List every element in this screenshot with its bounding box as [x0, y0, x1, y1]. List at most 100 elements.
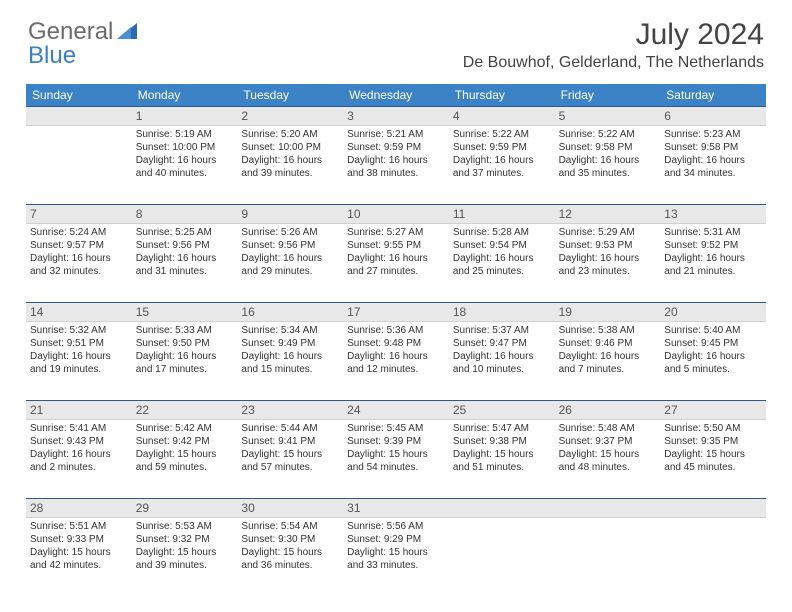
calendar-cell: Sunrise: 5:41 AMSunset: 9:43 PMDaylight:… [26, 420, 132, 498]
day1-text: Daylight: 16 hours [664, 252, 762, 265]
sunset-text: Sunset: 9:37 PM [559, 435, 657, 448]
day1-text: Daylight: 16 hours [559, 154, 657, 167]
sunset-text: Sunset: 9:42 PM [136, 435, 234, 448]
calendar-cell: Sunrise: 5:23 AMSunset: 9:58 PMDaylight:… [660, 126, 766, 204]
day-number: 9 [237, 205, 343, 223]
calendar-cell: Sunrise: 5:32 AMSunset: 9:51 PMDaylight:… [26, 322, 132, 400]
day1-text: Daylight: 15 hours [241, 546, 339, 559]
day-number: 14 [26, 303, 132, 321]
day1-text: Daylight: 16 hours [453, 252, 551, 265]
day2-text: and 45 minutes. [664, 461, 762, 474]
calendar-cell: Sunrise: 5:53 AMSunset: 9:32 PMDaylight:… [132, 518, 238, 596]
calendar-cell: Sunrise: 5:56 AMSunset: 9:29 PMDaylight:… [343, 518, 449, 596]
calendar-cell: Sunrise: 5:19 AMSunset: 10:00 PMDaylight… [132, 126, 238, 204]
sunset-text: Sunset: 9:56 PM [241, 239, 339, 252]
day-number: 12 [555, 205, 661, 223]
calendar-cell: Sunrise: 5:48 AMSunset: 9:37 PMDaylight:… [555, 420, 661, 498]
day-number: 30 [237, 499, 343, 517]
sunset-text: Sunset: 10:00 PM [241, 141, 339, 154]
day1-text: Daylight: 16 hours [347, 350, 445, 363]
sunrise-text: Sunrise: 5:20 AM [241, 128, 339, 141]
day1-text: Daylight: 15 hours [241, 448, 339, 461]
calendar-cell: Sunrise: 5:22 AMSunset: 9:58 PMDaylight:… [555, 126, 661, 204]
daynum-row: 123456 [26, 106, 766, 126]
sunrise-text: Sunrise: 5:51 AM [30, 520, 128, 533]
day1-text: Daylight: 16 hours [136, 350, 234, 363]
sunset-text: Sunset: 9:35 PM [664, 435, 762, 448]
header: General July 2024 De Bouwhof, Gelderland… [0, 0, 792, 78]
day2-text: and 37 minutes. [453, 167, 551, 180]
day2-text: and 19 minutes. [30, 363, 128, 376]
day2-text: and 27 minutes. [347, 265, 445, 278]
sunrise-text: Sunrise: 5:31 AM [664, 226, 762, 239]
day1-text: Daylight: 16 hours [664, 350, 762, 363]
sunrise-text: Sunrise: 5:56 AM [347, 520, 445, 533]
calendar-cell: Sunrise: 5:40 AMSunset: 9:45 PMDaylight:… [660, 322, 766, 400]
day2-text: and 34 minutes. [664, 167, 762, 180]
calendar-cell: Sunrise: 5:21 AMSunset: 9:59 PMDaylight:… [343, 126, 449, 204]
day2-text: and 25 minutes. [453, 265, 551, 278]
day-number: 4 [449, 107, 555, 125]
sunset-text: Sunset: 9:59 PM [347, 141, 445, 154]
calendar-cell: Sunrise: 5:36 AMSunset: 9:48 PMDaylight:… [343, 322, 449, 400]
day2-text: and 57 minutes. [241, 461, 339, 474]
day-number: 29 [132, 499, 238, 517]
logo-text-blue: Blue [28, 42, 76, 69]
sunset-text: Sunset: 9:56 PM [136, 239, 234, 252]
sunset-text: Sunset: 9:59 PM [453, 141, 551, 154]
sunset-text: Sunset: 9:38 PM [453, 435, 551, 448]
sunrise-text: Sunrise: 5:33 AM [136, 324, 234, 337]
calendar-cell: Sunrise: 5:45 AMSunset: 9:39 PMDaylight:… [343, 420, 449, 498]
day-number: 8 [132, 205, 238, 223]
day-header-thu: Thursday [449, 84, 555, 106]
day-number: 15 [132, 303, 238, 321]
day-number [555, 499, 661, 517]
day1-text: Daylight: 15 hours [30, 546, 128, 559]
daynum-row: 78910111213 [26, 204, 766, 224]
sunrise-text: Sunrise: 5:22 AM [559, 128, 657, 141]
calendar-cell: Sunrise: 5:44 AMSunset: 9:41 PMDaylight:… [237, 420, 343, 498]
daynum-row: 14151617181920 [26, 302, 766, 322]
day1-text: Daylight: 15 hours [136, 546, 234, 559]
sunrise-text: Sunrise: 5:42 AM [136, 422, 234, 435]
day1-text: Daylight: 16 hours [347, 252, 445, 265]
day-number: 2 [237, 107, 343, 125]
location-text: De Bouwhof, Gelderland, The Netherlands [463, 54, 764, 72]
daynum-row: 28293031 [26, 498, 766, 518]
day-header-sat: Saturday [660, 84, 766, 106]
calendar-cell: Sunrise: 5:54 AMSunset: 9:30 PMDaylight:… [237, 518, 343, 596]
day2-text: and 48 minutes. [559, 461, 657, 474]
day-number: 6 [660, 107, 766, 125]
day-header-wed: Wednesday [343, 84, 449, 106]
sunrise-text: Sunrise: 5:41 AM [30, 422, 128, 435]
daynum-row: 21222324252627 [26, 400, 766, 420]
calendar-cell: Sunrise: 5:50 AMSunset: 9:35 PMDaylight:… [660, 420, 766, 498]
sunrise-text: Sunrise: 5:44 AM [241, 422, 339, 435]
calendar-cell: Sunrise: 5:42 AMSunset: 9:42 PMDaylight:… [132, 420, 238, 498]
day-number [26, 107, 132, 125]
day2-text: and 59 minutes. [136, 461, 234, 474]
month-title: July 2024 [463, 18, 764, 52]
day1-text: Daylight: 15 hours [347, 546, 445, 559]
day2-text: and 51 minutes. [453, 461, 551, 474]
day2-text: and 7 minutes. [559, 363, 657, 376]
day1-text: Daylight: 16 hours [453, 154, 551, 167]
day-number: 18 [449, 303, 555, 321]
day2-text: and 38 minutes. [347, 167, 445, 180]
sunrise-text: Sunrise: 5:34 AM [241, 324, 339, 337]
day1-text: Daylight: 15 hours [559, 448, 657, 461]
day1-text: Daylight: 16 hours [30, 448, 128, 461]
day-number: 19 [555, 303, 661, 321]
day-number: 17 [343, 303, 449, 321]
sunset-text: Sunset: 9:53 PM [559, 239, 657, 252]
week-row: Sunrise: 5:32 AMSunset: 9:51 PMDaylight:… [26, 322, 766, 400]
day-header-fri: Friday [555, 84, 661, 106]
day-number: 26 [555, 401, 661, 419]
sunrise-text: Sunrise: 5:50 AM [664, 422, 762, 435]
sunset-text: Sunset: 9:45 PM [664, 337, 762, 350]
day2-text: and 15 minutes. [241, 363, 339, 376]
day-number [660, 499, 766, 517]
day2-text: and 10 minutes. [453, 363, 551, 376]
day2-text: and 5 minutes. [664, 363, 762, 376]
sunset-text: Sunset: 9:43 PM [30, 435, 128, 448]
